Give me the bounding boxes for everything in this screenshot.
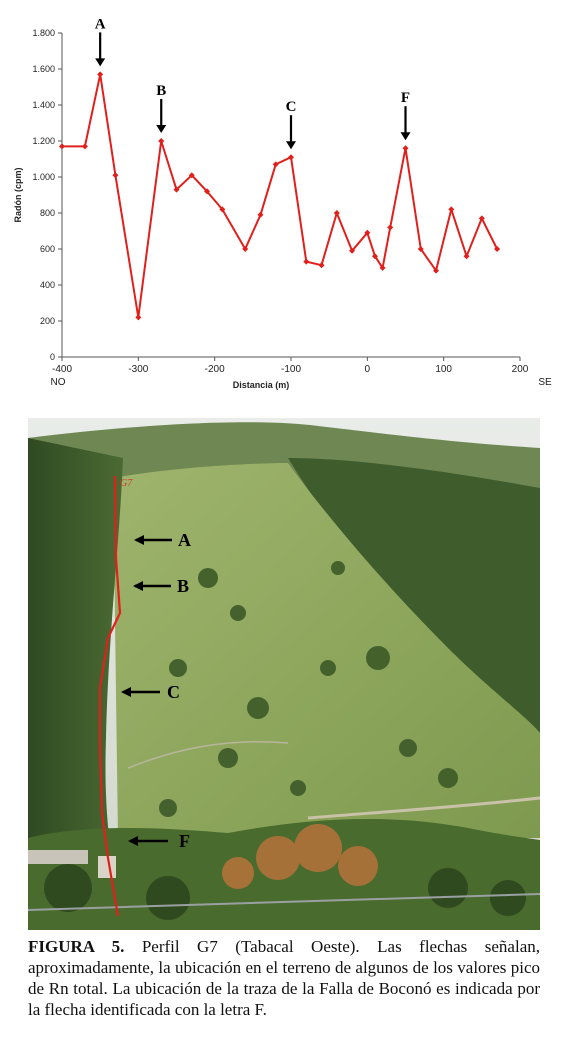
data-point: [463, 253, 470, 260]
data-point: [288, 154, 294, 161]
data-point: [402, 145, 409, 152]
x-tick-label: -300: [128, 364, 148, 375]
y-tick-label: 1.600: [32, 64, 55, 74]
data-point: [371, 253, 378, 260]
x-tick-label: 100: [435, 364, 452, 375]
chart-labels: 0 200 400 600 800 1.000 1.200 1.400 1.600 1.800 -4…: [13, 16, 552, 390]
y-tick-label: 600: [40, 244, 55, 254]
photo-arrow-f: F: [128, 831, 190, 851]
peak-arrow-head: [95, 58, 106, 67]
photo-arrow-f-label: F: [179, 831, 190, 851]
terrain-photo: G7 A B C F: [28, 418, 540, 930]
y-tick-label: 800: [40, 208, 55, 218]
data-point: [272, 161, 279, 168]
radon-series: [59, 71, 501, 321]
data-point: [97, 71, 104, 78]
y-tick-label: 1.200: [32, 136, 55, 146]
peak-label: A: [95, 16, 106, 32]
data-point: [188, 172, 195, 179]
g7-fault-trace: [98, 475, 122, 917]
direction-left-label: NO: [51, 377, 66, 388]
data-point: [478, 215, 485, 222]
y-axis-title: Radón (cpm): [13, 167, 23, 222]
photo-arrow-b-label: B: [177, 576, 189, 596]
peak-label: F: [401, 90, 410, 106]
data-point: [379, 264, 386, 271]
y-tick-label: 200: [40, 316, 55, 326]
y-tick-label: 0: [50, 352, 55, 362]
y-tick-label: 400: [40, 280, 55, 290]
chart-axes: [58, 32, 521, 361]
data-point: [81, 143, 88, 150]
peak-arrow-head: [156, 125, 167, 133]
radon-profile-chart: 0 200 400 600 800 1.000 1.200 1.400 1.600 1.800 -4…: [13, 16, 552, 390]
data-point: [387, 224, 394, 231]
photo-arrow-c: C: [121, 682, 180, 702]
photo-arrow-a: A: [134, 530, 191, 550]
data-point: [242, 246, 249, 252]
peak-label: C: [286, 99, 297, 115]
photo-arrow-c-label: C: [167, 682, 180, 702]
photo-arrow-b: B: [133, 576, 189, 596]
x-tick-label: -400: [52, 364, 72, 375]
data-point: [303, 258, 310, 265]
photo-arrow-a-label: A: [178, 530, 191, 550]
x-tick-label: 0: [365, 364, 371, 375]
data-point: [417, 246, 424, 252]
trace-label: G7: [120, 478, 133, 489]
data-point: [257, 211, 264, 218]
x-tick-label: 200: [512, 364, 529, 375]
data-point: [349, 247, 356, 254]
y-tick-label: 1.400: [32, 100, 55, 110]
peak-label: B: [156, 83, 166, 99]
x-axis-title: Distancia (m): [233, 380, 290, 390]
data-point: [494, 246, 501, 252]
data-point: [59, 143, 65, 150]
data-point: [219, 206, 226, 213]
data-point: [112, 172, 119, 179]
data-point: [333, 210, 340, 216]
x-tick-label: -100: [281, 364, 301, 375]
y-tick-label: 1.000: [32, 172, 55, 182]
caption-label: FIGURA 5.: [28, 937, 125, 956]
direction-right-label: SE: [538, 377, 552, 388]
peak-arrow-head: [286, 141, 296, 150]
series-line: [62, 73, 498, 319]
data-point: [318, 262, 325, 269]
data-point: [364, 229, 371, 236]
data-point: [204, 188, 211, 195]
caption-text: Perfil G7 (Tabacal Oeste). Las flechas s…: [28, 937, 540, 1019]
data-point: [448, 206, 455, 213]
data-point: [433, 267, 440, 274]
data-point: [158, 138, 165, 144]
data-point: [173, 186, 180, 193]
data-point: [135, 314, 142, 321]
x-tick-label: -200: [205, 364, 225, 375]
hillside-illustration: G7 A B C F: [28, 418, 540, 930]
peak-arrow-head: [400, 132, 411, 141]
y-tick-label: 1.800: [32, 28, 55, 38]
figure-caption: FIGURA 5. Perfil G7 (Tabacal Oeste). Las…: [28, 936, 540, 1020]
